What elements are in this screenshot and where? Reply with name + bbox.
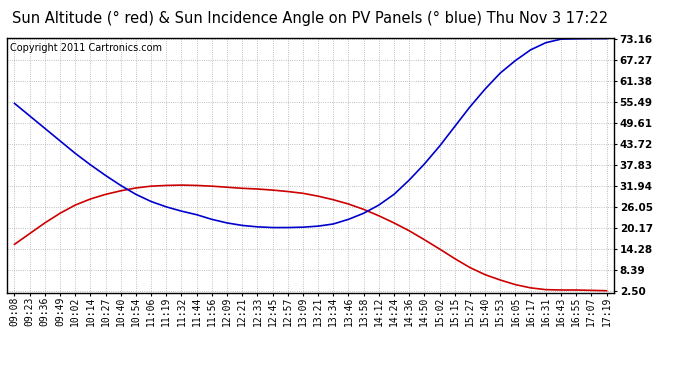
Text: Sun Altitude (° red) & Sun Incidence Angle on PV Panels (° blue) Thu Nov 3 17:22: Sun Altitude (° red) & Sun Incidence Ang… bbox=[12, 11, 609, 26]
Text: Copyright 2011 Cartronics.com: Copyright 2011 Cartronics.com bbox=[10, 43, 162, 52]
